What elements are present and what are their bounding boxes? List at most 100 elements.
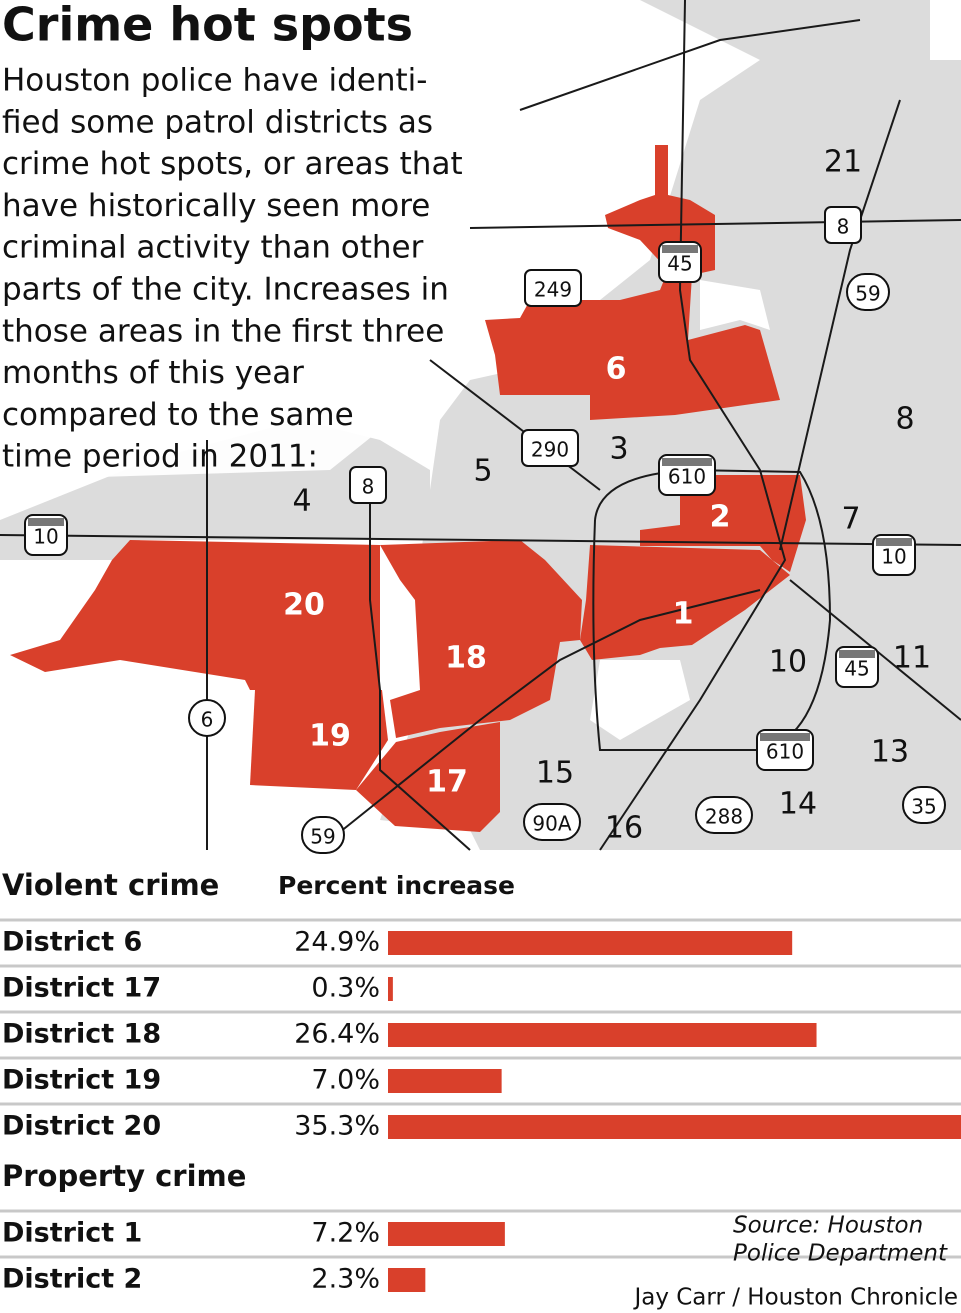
- highway-shield: [521, 429, 579, 467]
- district-label: 13: [871, 735, 909, 770]
- district-label: 16: [605, 811, 643, 846]
- road: [0, 534, 961, 546]
- highway-shield-top: [876, 538, 912, 546]
- highway-shield-top: [28, 518, 64, 526]
- highway-label: 59: [310, 825, 335, 849]
- highway-shield-top: [760, 733, 810, 741]
- intro-backdrop: [0, 0, 640, 480]
- intro-line: Houston police have identi-: [2, 63, 427, 99]
- road: [519, 19, 861, 111]
- bar: [388, 931, 793, 955]
- value-label: 26.4%: [294, 1019, 380, 1050]
- category-label: District 1: [2, 1218, 142, 1249]
- highway-label: 10: [33, 525, 58, 549]
- chart-title: Property crime: [2, 1159, 246, 1193]
- road: [429, 359, 601, 491]
- district-label: 18: [445, 641, 487, 676]
- intro-line: time period in 2011:: [2, 439, 318, 475]
- category-label: District 20: [2, 1111, 161, 1142]
- value-label: 0.3%: [311, 973, 380, 1004]
- district-label: 19: [309, 719, 351, 754]
- value-title: Percent increase: [278, 871, 515, 900]
- road: [369, 480, 471, 851]
- bar: [388, 977, 393, 1001]
- district-area: [356, 722, 500, 832]
- district-label: 21: [824, 145, 862, 180]
- highway-label: 8: [362, 475, 375, 499]
- highway-shield-top: [662, 245, 698, 253]
- source: Source: Houston: [733, 1213, 923, 1239]
- highway-label: 288: [705, 805, 743, 829]
- intro-line: fied some patrol districts as: [2, 104, 433, 140]
- district-area: [380, 540, 582, 738]
- road: [329, 589, 761, 841]
- highway-label: 8: [837, 215, 850, 239]
- category-label: District 2: [2, 1264, 142, 1295]
- highway-label: 10: [881, 545, 906, 569]
- district-label: 10: [769, 645, 807, 680]
- highway-label: 610: [668, 465, 706, 489]
- highway-shield: [349, 466, 387, 504]
- district-label: 1: [673, 597, 694, 632]
- district-area: [10, 540, 380, 690]
- highway-shield: [188, 699, 226, 737]
- category-label: District 18: [2, 1019, 161, 1050]
- unincorporated: [590, 660, 690, 740]
- district-label: 15: [536, 756, 574, 791]
- value-label: 35.3%: [294, 1111, 380, 1142]
- district-area: [640, 475, 806, 572]
- bar: [388, 1069, 502, 1093]
- road: [469, 219, 961, 229]
- value-label: 7.0%: [311, 1065, 380, 1096]
- bar: [388, 1268, 426, 1292]
- intro-line: crime hot spots, or areas that: [2, 146, 463, 182]
- district-label: 7: [841, 502, 860, 537]
- highway-label: 35: [911, 795, 936, 819]
- highway-shield: [523, 803, 581, 841]
- highway-shield: [524, 269, 582, 307]
- district-label: 20: [283, 588, 325, 623]
- district-label: 2: [710, 500, 731, 535]
- highway-shield-top: [839, 650, 875, 658]
- intro-line: parts of the city. Increases in: [2, 272, 449, 308]
- road: [779, 99, 901, 551]
- highway-label: 90A: [532, 812, 571, 836]
- bar: [388, 1222, 505, 1246]
- highway-label: 610: [766, 740, 804, 764]
- value-label: 7.2%: [311, 1218, 380, 1249]
- chart-title: Violent crime: [2, 868, 219, 902]
- highway-label: 249: [534, 278, 572, 302]
- intro-line: criminal activity than other: [2, 230, 424, 266]
- highway-label: 45: [844, 657, 869, 681]
- highway-label: 290: [531, 438, 569, 462]
- title: Crime hot spots: [2, 0, 413, 52]
- category-label: District 6: [2, 927, 142, 958]
- district-label: 14: [779, 787, 817, 822]
- highway-shield-top: [662, 458, 712, 466]
- source: Police Department: [733, 1241, 948, 1267]
- highway-shield: [301, 816, 345, 854]
- intro-line: those areas in the first three: [2, 313, 444, 349]
- intro-line: months of this year: [2, 355, 304, 391]
- category-label: District 17: [2, 973, 161, 1004]
- road: [599, 0, 787, 851]
- value-label: 24.9%: [294, 927, 380, 958]
- value-label: 2.3%: [311, 1264, 380, 1295]
- district-label: 5: [473, 454, 492, 489]
- category-label: District 19: [2, 1065, 161, 1096]
- district-label: 11: [893, 641, 931, 676]
- credit: Jay Carr / Houston Chronicle: [632, 1285, 958, 1311]
- district-label: 17: [426, 765, 468, 800]
- district-label: 6: [606, 352, 627, 387]
- highway-label: 45: [667, 252, 692, 276]
- highway-shield: [846, 273, 890, 311]
- bar: [388, 1115, 961, 1139]
- highway-shield: [902, 786, 946, 824]
- map: 21 8 6 35 4 2 7 20 1 18 10 11 19 17 15 16 14 13 8 45 249 59 29…: [0, 0, 961, 854]
- intro-line: have historically seen more: [2, 188, 430, 224]
- district-area: [580, 545, 790, 660]
- intro: Houston police have identi-fied some pat…: [2, 63, 463, 475]
- district-label: 4: [292, 484, 311, 519]
